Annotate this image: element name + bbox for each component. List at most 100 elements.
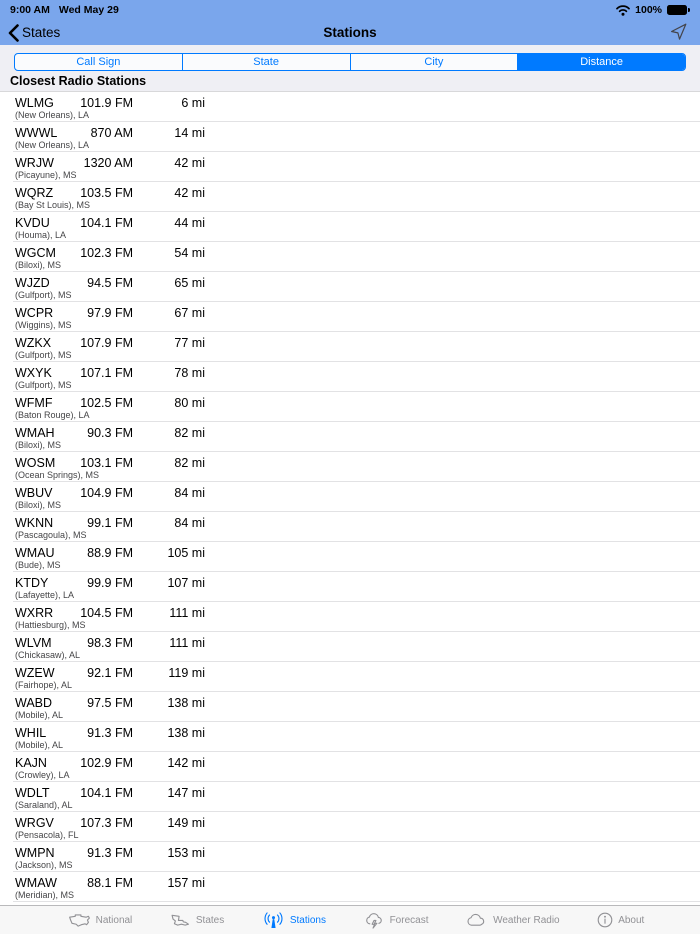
tab-label: About (618, 914, 645, 926)
station-distance: 105 mi (167, 546, 205, 560)
wifi-icon (616, 4, 630, 16)
segment-call-sign[interactable]: Call Sign (76, 56, 121, 68)
station-call-sign: WXRR (15, 606, 54, 620)
station-call-sign: WABD (15, 696, 53, 710)
station-call-sign: WMAU (15, 546, 55, 560)
station-row[interactable]: WQRZ 103.5 FM 42 mi (Bay St Louis), MS (0, 182, 700, 212)
station-row[interactable]: WDLT 104.1 FM 147 mi (Saraland), AL (0, 782, 700, 812)
station-row[interactable]: WOSM 103.1 FM 82 mi (Ocean Springs), MS (0, 452, 700, 482)
station-row[interactable]: WRJW 1320 AM 42 mi (Picayune), MS (0, 152, 700, 182)
station-distance: 149 mi (167, 816, 205, 830)
station-location: (Meridian), MS (15, 890, 75, 900)
station-row[interactable]: WCPR 97.9 FM 67 mi (Wiggins), MS (0, 302, 700, 332)
tab-national[interactable]: National (68, 913, 132, 928)
station-row[interactable]: WKNN 99.1 FM 84 mi (Pascagoula), MS (0, 512, 700, 542)
station-row[interactable]: KTDY 99.9 FM 107 mi (Lafayette), LA (0, 572, 700, 602)
station-call-sign: WLVM (15, 636, 52, 650)
station-distance: 147 mi (167, 786, 205, 800)
station-frequency: 104.1 FM (80, 786, 133, 800)
station-frequency: 101.9 FM (80, 96, 133, 110)
station-row[interactable]: WXYK 107.1 FM 78 mi (Gulfport), MS (0, 362, 700, 392)
station-distance: 84 mi (174, 486, 205, 500)
station-frequency: 97.9 FM (87, 306, 133, 320)
back-button[interactable]: States (8, 20, 60, 45)
station-row[interactable]: WBUV 104.9 FM 84 mi (Biloxi), MS (0, 482, 700, 512)
back-label: States (22, 25, 61, 40)
station-row[interactable]: WZEW 92.1 FM 119 mi (Fairhope), AL (0, 662, 700, 692)
station-distance: 111 mi (169, 606, 205, 620)
station-row[interactable]: WMAW 88.1 FM 157 mi (Meridian), MS (0, 872, 700, 902)
station-location: (Lafayette), LA (15, 590, 75, 600)
station-row[interactable]: WMPN 91.3 FM 153 mi (Jackson), MS (0, 842, 700, 872)
station-frequency: 98.3 FM (87, 636, 133, 650)
station-call-sign: KVDU (15, 216, 50, 230)
tab-forecast[interactable]: Forecast (364, 912, 428, 929)
station-location: (Ocean Springs), MS (15, 470, 100, 480)
station-distance: 119 mi (168, 666, 205, 680)
station-row[interactable]: KAJN 102.9 FM 142 mi (Crowley), LA (0, 752, 700, 782)
station-row[interactable]: WWWL 870 AM 14 mi (New Orleans), LA (0, 122, 700, 152)
storm-cloud-icon (364, 912, 385, 929)
station-location: (Baton Rouge), LA (15, 410, 90, 420)
station-row[interactable]: WHIL 91.3 FM 138 mi (Mobile), AL (0, 722, 700, 752)
page-title: Stations (323, 25, 377, 40)
station-call-sign: WOSM (15, 456, 56, 470)
station-frequency: 104.1 FM (80, 216, 133, 230)
station-frequency: 107.3 FM (80, 816, 133, 830)
station-call-sign: WCPR (15, 306, 54, 320)
station-frequency: 94.5 FM (87, 276, 133, 290)
tab-label: Weather Radio (493, 914, 560, 926)
tab-states[interactable]: States (170, 913, 224, 927)
station-row[interactable]: WZKX 107.9 FM 77 mi (Gulfport), MS (0, 332, 700, 362)
station-distance: 111 mi (169, 636, 205, 650)
station-location: (Wiggins), MS (15, 320, 72, 330)
station-location: (Biloxi), MS (15, 260, 62, 270)
segment-city[interactable]: City (349, 54, 518, 70)
station-distance: 14 mi (174, 126, 205, 140)
station-row[interactable]: WLMG 101.9 FM 6 mi (New Orleans), LA (0, 92, 700, 122)
cloud-icon (466, 913, 488, 927)
status-bar: 9:00 AM Wed May 29 100% (0, 0, 700, 20)
top-chrome: 9:00 AM Wed May 29 100% S (0, 0, 700, 45)
station-frequency: 88.9 FM (87, 546, 133, 560)
station-row[interactable]: WLVM 98.3 FM 111 mi (Chickasaw), AL (0, 632, 700, 662)
station-call-sign: WRJW (15, 156, 54, 170)
station-distance: 138 mi (167, 696, 205, 710)
station-row[interactable]: WMAH 90.3 FM 82 mi (Biloxi), MS (0, 422, 700, 452)
segment-state[interactable]: State (181, 54, 350, 70)
station-frequency: 103.5 FM (80, 186, 133, 200)
station-call-sign: KTDY (15, 576, 49, 590)
station-row[interactable]: KVDU 104.1 FM 44 mi (Houma), LA (0, 212, 700, 242)
station-distance: 6 mi (181, 96, 205, 110)
tab-stations[interactable]: Stations (262, 911, 326, 929)
tab-about[interactable]: About (597, 912, 644, 928)
station-row[interactable]: WXRR 104.5 FM 111 mi (Hattiesburg), MS (0, 602, 700, 632)
station-call-sign: WWWL (15, 126, 58, 140)
station-location: (New Orleans), LA (15, 140, 90, 150)
station-row[interactable]: WJZD 94.5 FM 65 mi (Gulfport), MS (0, 272, 700, 302)
station-frequency: 88.1 FM (87, 876, 133, 890)
station-frequency: 99.1 FM (87, 516, 133, 530)
station-row[interactable]: WGCM 102.3 FM 54 mi (Biloxi), MS (0, 242, 700, 272)
station-row[interactable]: WMAU 88.9 FM 105 mi (Bude), MS (0, 542, 700, 572)
station-call-sign: WQRZ (15, 186, 54, 200)
station-location: (Bay St Louis), MS (15, 200, 91, 210)
station-distance: 138 mi (167, 726, 205, 740)
segment-distance[interactable]: Distance (517, 54, 685, 70)
station-row[interactable]: WRGV 107.3 FM 149 mi (Pensacola), FL (0, 812, 700, 842)
station-distance: 142 mi (167, 756, 205, 770)
tab-weather-radio[interactable]: Weather Radio (466, 913, 560, 927)
station-row[interactable]: WABD 97.5 FM 138 mi (Mobile), AL (0, 692, 700, 722)
station-frequency: 107.9 FM (80, 336, 133, 350)
station-call-sign: WMAW (15, 876, 57, 890)
location-arrow-icon[interactable] (669, 22, 688, 46)
station-distance: 65 mi (174, 276, 205, 290)
station-frequency: 99.9 FM (87, 576, 133, 590)
station-location: (Chickasaw), AL (15, 650, 81, 660)
station-call-sign: WBUV (15, 486, 53, 500)
station-frequency: 90.3 FM (87, 426, 133, 440)
station-call-sign: WZKX (15, 336, 52, 350)
station-call-sign: WDLT (15, 786, 50, 800)
station-row[interactable]: WFMF 102.5 FM 80 mi (Baton Rouge), LA (0, 392, 700, 422)
station-call-sign: WHIL (15, 726, 47, 740)
